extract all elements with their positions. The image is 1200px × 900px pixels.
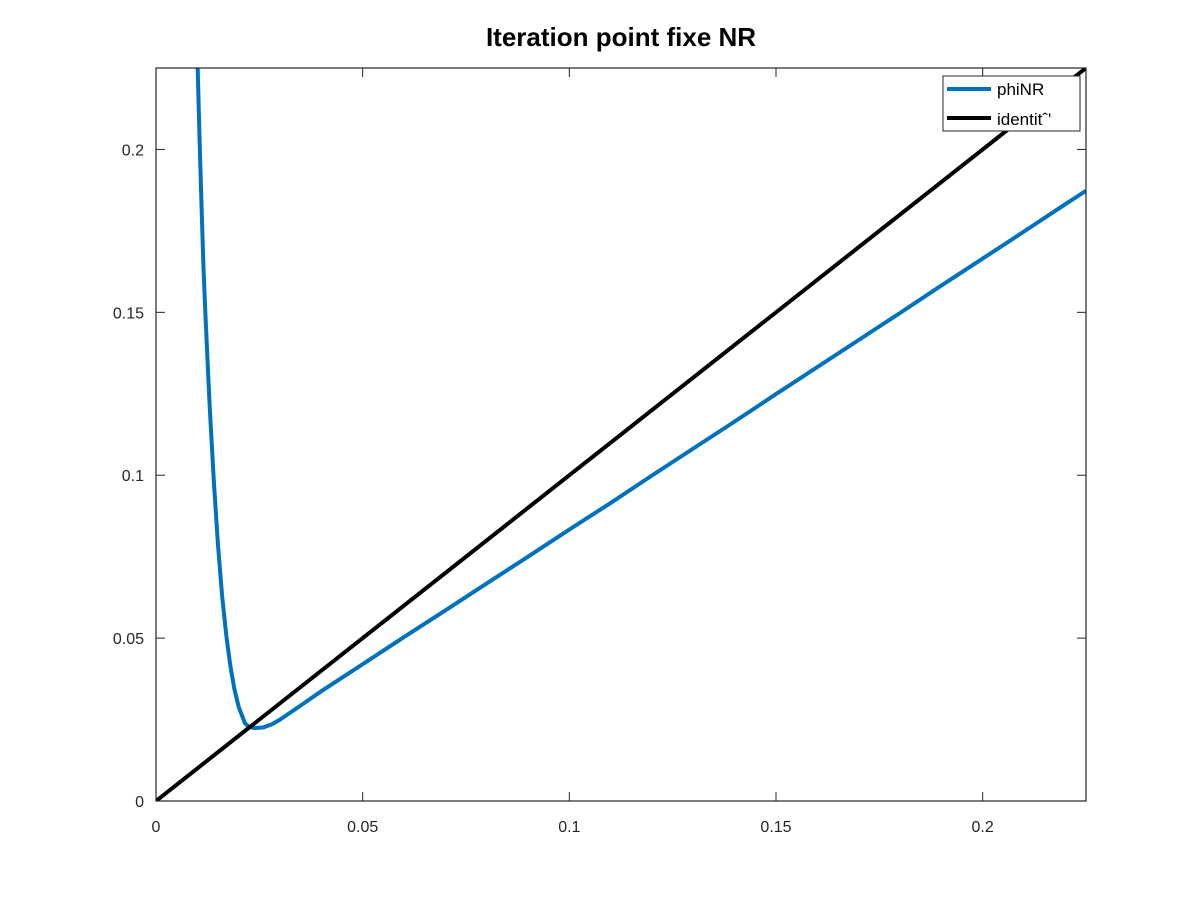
- legend-box: [942, 75, 1081, 132]
- chart-title: Iteration point fixe NR: [486, 22, 756, 52]
- legend-label-phinr: phiNR: [997, 80, 1044, 99]
- plot-frame: [155, 67, 1087, 802]
- x-tick-label: 0.1: [558, 819, 580, 836]
- y-tick-label: 0: [135, 794, 144, 811]
- y-tick-label: 0.2: [122, 142, 144, 159]
- y-tick-label: 0.15: [113, 305, 144, 322]
- y-tick-label: 0.1: [122, 468, 144, 485]
- x-tick-label: 0.15: [760, 819, 791, 836]
- legend-label-identite: identitˆ': [997, 110, 1051, 129]
- y-tick-label: 0.05: [113, 631, 144, 648]
- legend: phiNR identitˆ': [942, 75, 1081, 132]
- series-layer: [156, 68, 1086, 801]
- series-line-identite: [156, 68, 1086, 801]
- series-line-phinr: [195, 68, 1086, 730]
- x-tick-label: 0: [152, 819, 161, 836]
- ticks-layer: 0 0.05 0.1 0.15 0.2 0 0.05 0.1 0.15 0.2: [113, 68, 1086, 836]
- x-tick-label: 0.2: [972, 819, 994, 836]
- x-tick-label: 0.05: [347, 819, 378, 836]
